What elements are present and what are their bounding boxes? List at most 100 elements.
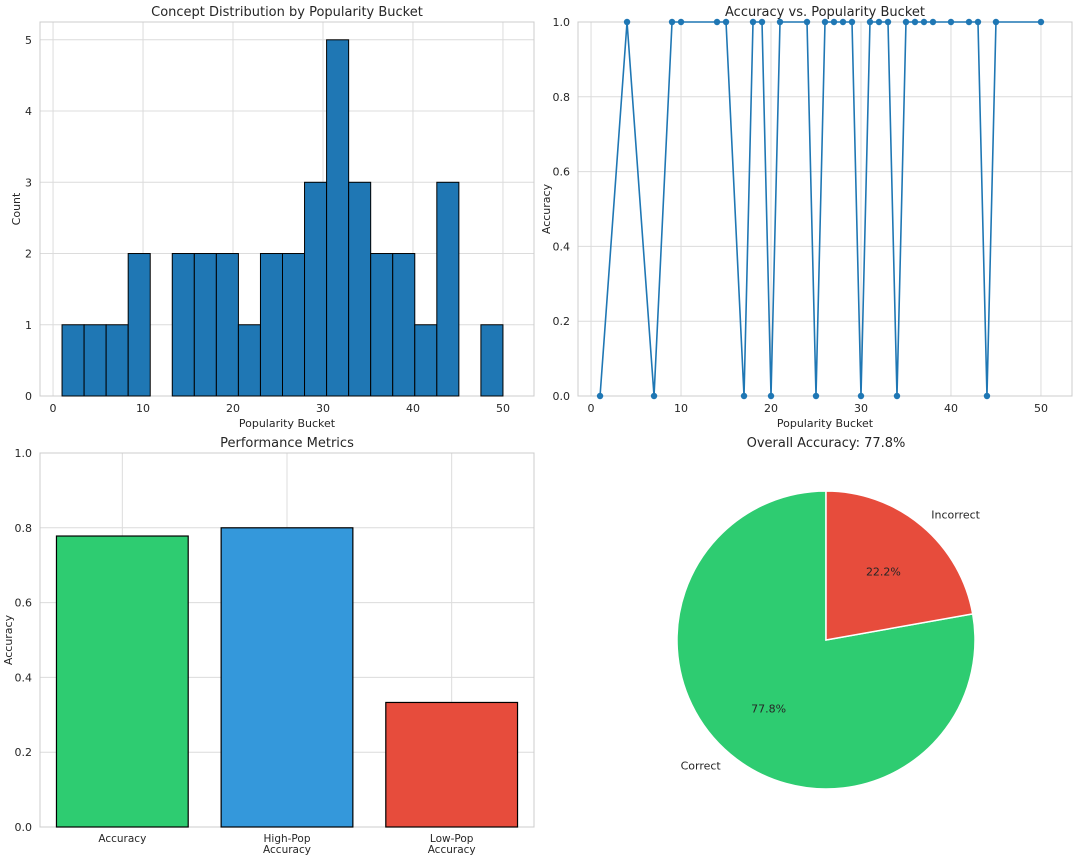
y-tick-label: 0.2 — [553, 315, 571, 328]
accuracy-point — [983, 392, 991, 400]
histogram-bar — [171, 253, 195, 397]
histogram-bar — [193, 253, 217, 397]
accuracy-point — [740, 392, 748, 400]
accuracy-point — [713, 18, 721, 26]
y-tick-label: 0.4 — [553, 240, 571, 253]
pie-slice-label: Correct — [681, 760, 722, 773]
x-tick-label: 40 — [406, 402, 420, 415]
histogram-bar — [105, 324, 129, 397]
histogram-bar — [392, 253, 416, 397]
histogram-bar — [480, 324, 504, 397]
pie-percent-label: 22.2% — [866, 565, 901, 578]
x-tick-label: 0 — [588, 402, 595, 415]
x-axis-label: Popularity Bucket — [777, 417, 874, 430]
accuracy-point — [830, 18, 838, 26]
accuracy-point — [857, 392, 865, 400]
histogram-bar — [127, 253, 151, 397]
y-tick-label: 0.0 — [15, 821, 33, 834]
accuracy-pie-panel: Overall Accuracy: 77.8% 77.8% Correct 22.2%… — [676, 436, 981, 790]
x-tick-label: 50 — [1034, 402, 1048, 415]
x-tick-label: 0 — [50, 402, 57, 415]
accuracy-point — [947, 18, 955, 26]
accuracy-point — [650, 392, 658, 400]
accuracy-point — [902, 18, 910, 26]
histogram-bar — [370, 253, 394, 397]
y-axis-label: Accuracy — [540, 183, 553, 234]
category-tick-label: Accuracy — [98, 833, 146, 845]
category-tick-label: Accuracy — [263, 844, 311, 856]
x-tick-label: 40 — [944, 402, 958, 415]
y-tick-label: 0 — [25, 390, 32, 403]
y-tick-label: 0.0 — [553, 390, 571, 403]
y-tick-label: 0.6 — [15, 597, 33, 610]
accuracy-point — [893, 392, 901, 400]
histogram-bar — [304, 181, 328, 397]
metric-bar — [385, 701, 519, 828]
accuracy-point — [920, 18, 928, 26]
histogram-bar — [237, 324, 261, 397]
x-tick-label: 30 — [316, 402, 330, 415]
y-tick-label: 0.2 — [15, 746, 33, 759]
x-tick-label: 50 — [496, 402, 510, 415]
x-tick-label: 30 — [854, 402, 868, 415]
x-tick-label: 10 — [674, 402, 688, 415]
accuracy-point — [1037, 18, 1045, 26]
accuracy-point — [929, 18, 937, 26]
y-tick-label: 4 — [25, 105, 32, 118]
chart-title: Overall Accuracy: 77.8% — [747, 436, 906, 451]
histogram-bar — [61, 324, 85, 397]
y-tick-label: 1.0 — [553, 16, 571, 29]
histogram-bar — [414, 324, 438, 397]
histogram-bar — [83, 324, 107, 397]
y-tick-label: 5 — [25, 34, 32, 47]
accuracy-point — [911, 18, 919, 26]
histogram-bar — [259, 253, 284, 397]
accuracy-point — [821, 18, 829, 26]
pie-slice — [825, 490, 974, 641]
y-tick-label: 1.0 — [15, 447, 33, 460]
y-tick-label: 1 — [25, 319, 32, 332]
x-tick-label: 20 — [764, 402, 778, 415]
category-tick-label: Accuracy — [428, 844, 476, 856]
accuracy-point — [866, 18, 874, 26]
accuracy-line-panel: 0 10 20 30 40 50 0.0 0.2 0.4 0.6 0.8 1.0 Accuracy vs… — [540, 5, 1073, 430]
histogram-bar — [436, 181, 460, 397]
histogram-bar — [282, 253, 306, 397]
accuracy-point — [884, 18, 892, 26]
accuracy-point — [596, 392, 604, 400]
metric-bar — [55, 535, 189, 828]
chart-title: Accuracy vs. Popularity Bucket — [725, 5, 925, 20]
pie-slice-label: Incorrect — [931, 508, 980, 521]
histogram-panel: 0 10 20 30 40 50 0 1 2 3 4 5 Concept Distribution by… — [10, 5, 535, 430]
plot-frame — [577, 21, 1073, 397]
y-tick-label: 3 — [25, 176, 32, 189]
y-tick-label: 0.8 — [15, 522, 33, 535]
accuracy-point — [965, 18, 973, 26]
x-axis-label: Popularity Bucket — [239, 417, 336, 430]
histogram-bar — [348, 181, 372, 397]
histogram-bar — [215, 253, 239, 397]
accuracy-point — [992, 18, 1000, 26]
accuracy-point — [803, 18, 811, 26]
accuracy-point — [767, 392, 775, 400]
accuracy-point — [722, 18, 730, 26]
x-tick-label: 20 — [226, 402, 240, 415]
accuracy-point — [677, 18, 685, 26]
y-tick-label: 2 — [25, 248, 32, 261]
x-tick-label: 10 — [136, 402, 150, 415]
pie-percent-label: 77.8% — [751, 703, 786, 716]
accuracy-point — [848, 18, 856, 26]
metric-bar — [220, 527, 354, 828]
y-tick-label: 0.6 — [553, 166, 571, 179]
chart-title: Concept Distribution by Popularity Bucke… — [151, 5, 423, 20]
chart-title: Performance Metrics — [220, 436, 354, 451]
category-tick-label: Low-Pop — [430, 833, 474, 845]
y-axis-label: Accuracy — [2, 614, 15, 665]
accuracy-point — [623, 18, 631, 26]
accuracy-point — [668, 18, 676, 26]
category-tick-label: High-Pop — [264, 833, 311, 845]
accuracy-point — [875, 18, 883, 26]
accuracy-series-line — [599, 21, 1041, 397]
